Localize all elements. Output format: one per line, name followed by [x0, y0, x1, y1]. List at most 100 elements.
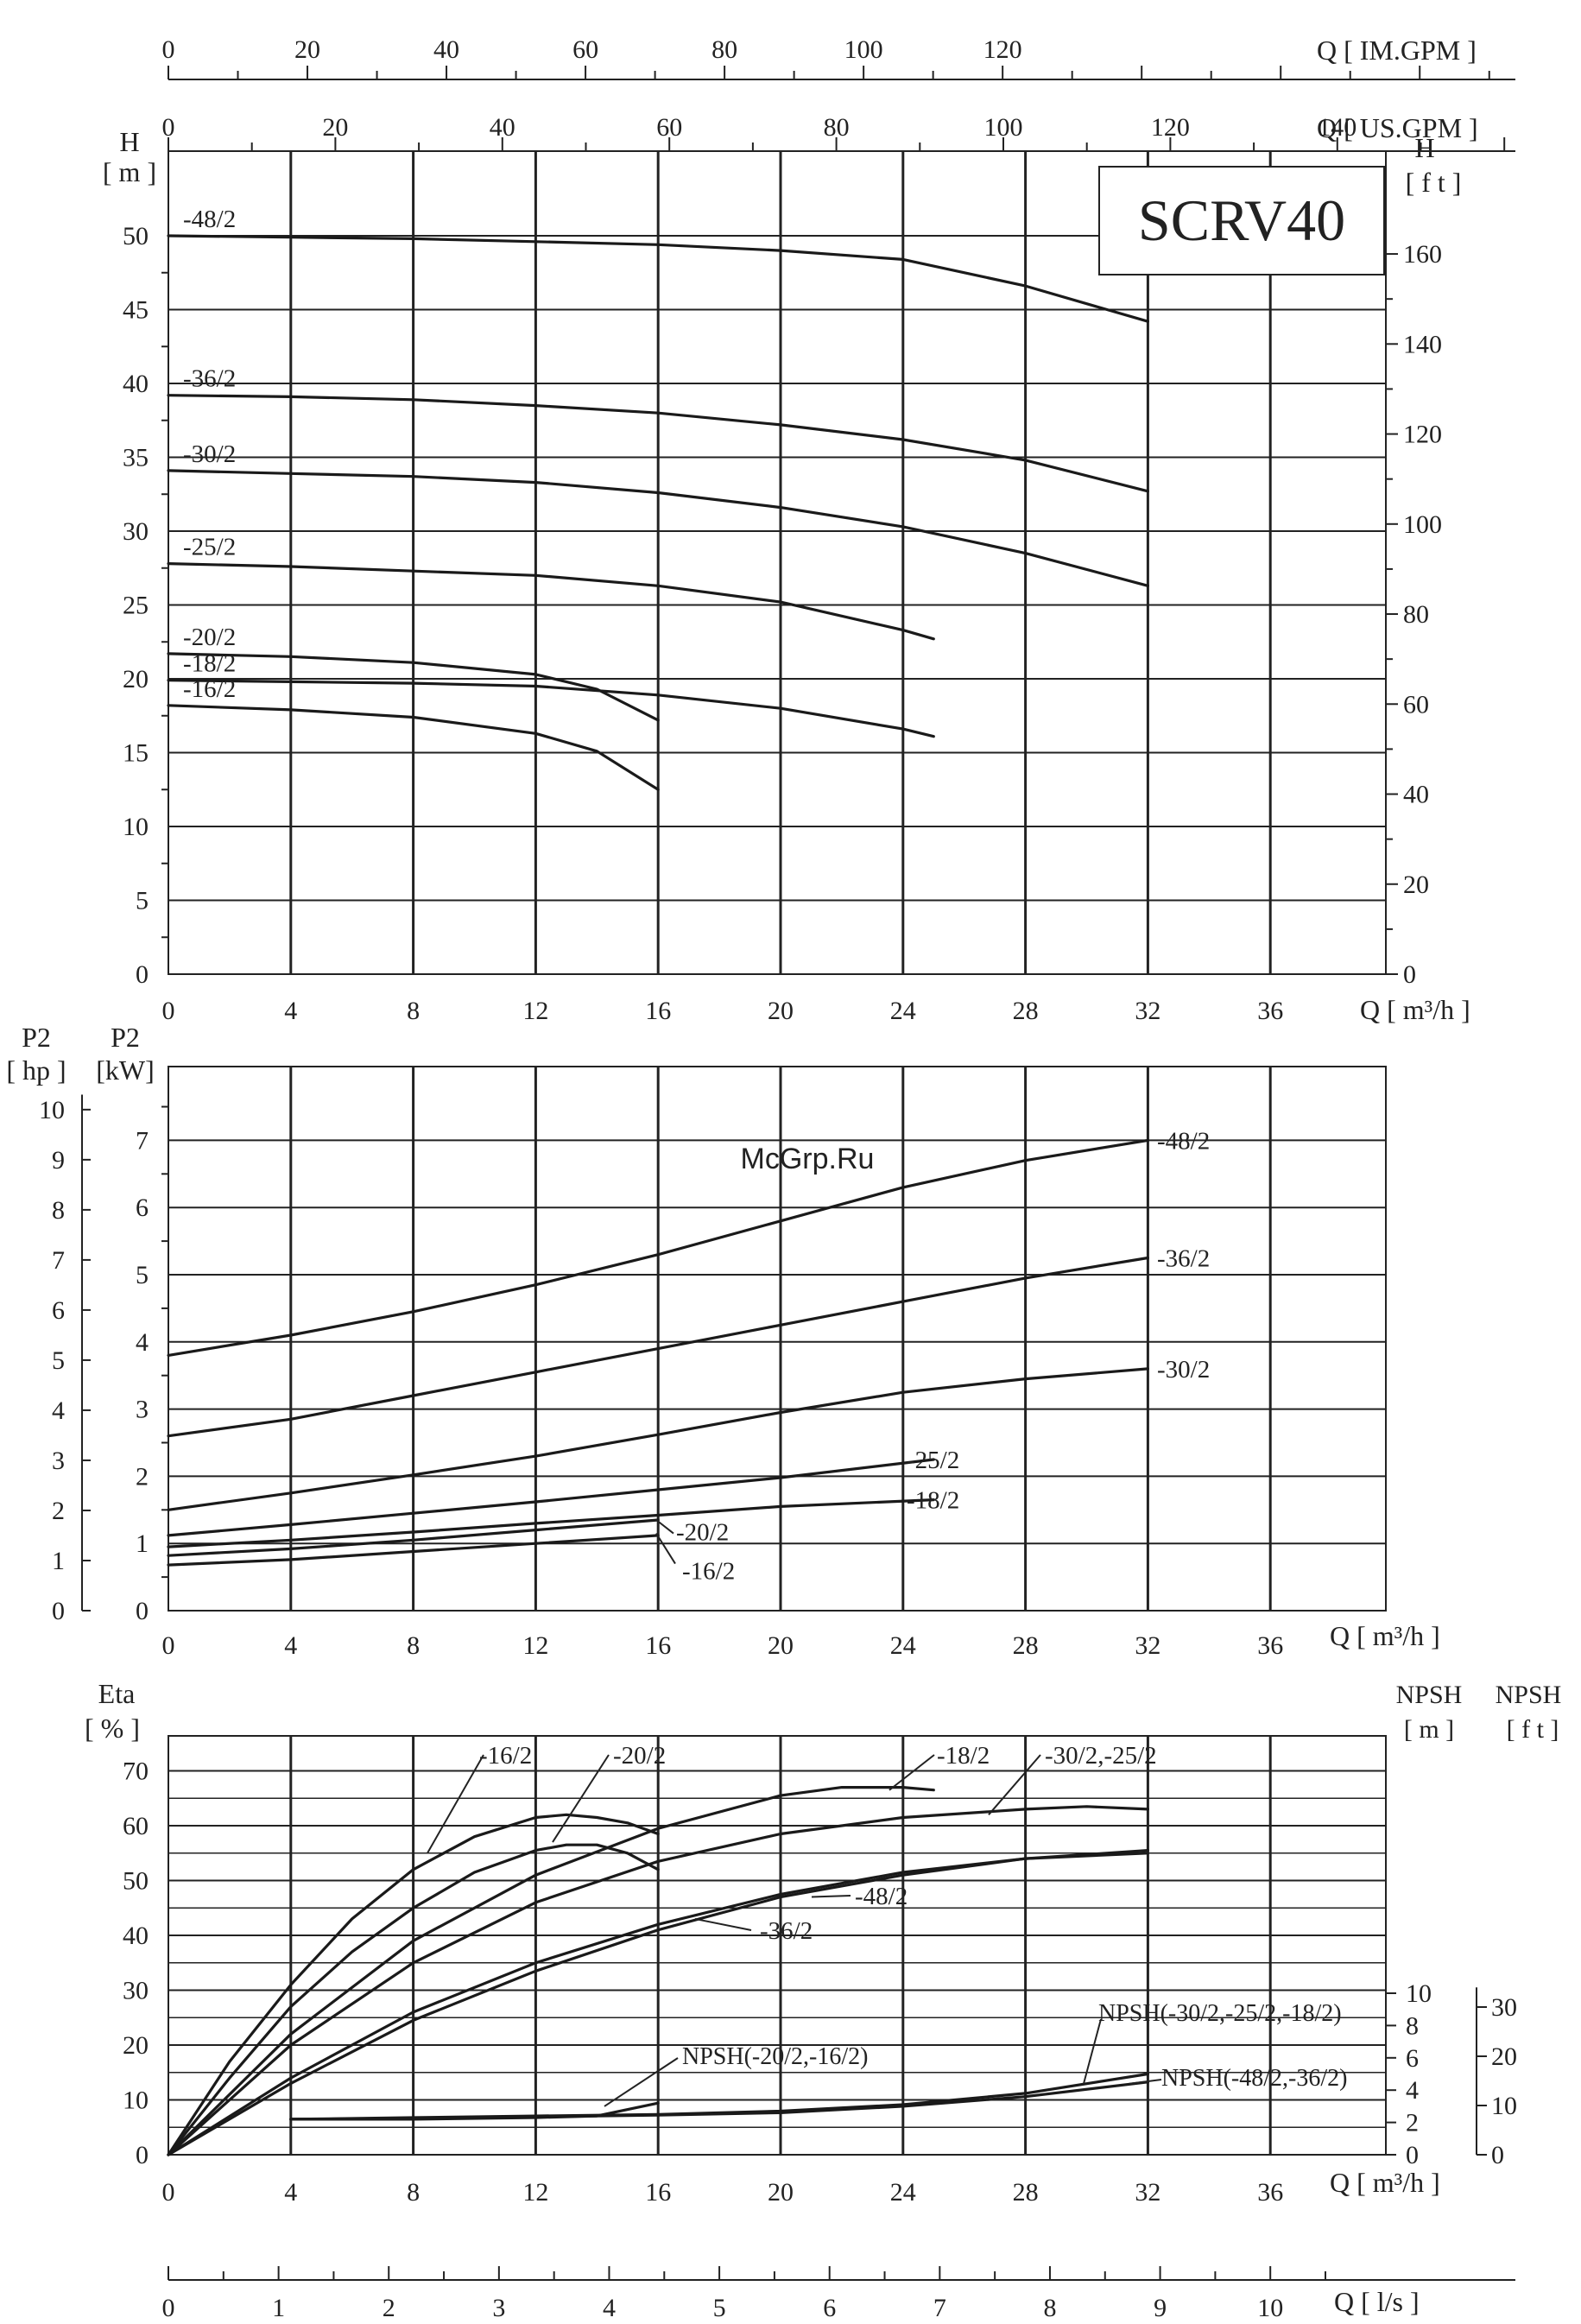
ls-tick-label: 0 [162, 2294, 175, 2322]
npsh-m-tick-label: 8 [1406, 2011, 1419, 2040]
head-curve--20-2 [167, 652, 660, 722]
npsh-curve-label: NPSH(-20/2,-16/2) [682, 2043, 868, 2070]
head-ft-axis-unit: [ f t ] [1406, 167, 1462, 198]
eta-x-tick-label: 16 [645, 2178, 671, 2207]
us-gpm-tick-label: 60 [656, 113, 682, 142]
head-x-tick-label: 28 [1013, 997, 1039, 1025]
eta-curve-label: -16/2 [479, 1742, 532, 1770]
head-y-tick-label: 45 [123, 296, 149, 325]
power-curve--16-2 [167, 1534, 660, 1567]
im-gpm-tick-label: 0 [162, 35, 175, 64]
power-curve-label: -25/2 [907, 1447, 959, 1474]
npsh-label-leader [1083, 2018, 1102, 2084]
eta-axis-title: Eta [98, 1678, 136, 1709]
head-x-tick-label: 8 [407, 997, 420, 1025]
im-gpm-axis-label: Q [ IM.GPM ] [1317, 35, 1477, 66]
head-ft-tick-label: 140 [1403, 330, 1442, 358]
head-y-tick-label: 15 [123, 739, 149, 768]
power-x-axis-label: Q [ m³/h ] [1330, 1620, 1440, 1651]
head-y-tick-label: 5 [136, 887, 149, 915]
ls-tick-label: 2 [383, 2294, 395, 2322]
head-curve--18-2 [167, 679, 935, 738]
power-x-tick-label: 24 [890, 1631, 916, 1660]
ls-tick-label: 8 [1043, 2294, 1056, 2322]
power-curve-label: -48/2 [1157, 1127, 1210, 1155]
power-curve--18-2 [167, 1498, 935, 1548]
power-hp-tick-label: 10 [39, 1096, 65, 1124]
us-gpm-tick-label: 100 [983, 113, 1022, 142]
power-curve--25-2 [167, 1458, 935, 1537]
eta-x-tick-label: 36 [1257, 2178, 1283, 2207]
power-hp-tick-label: 9 [52, 1146, 65, 1175]
npsh-m-tick-label: 6 [1406, 2044, 1419, 2073]
head-curve--16-2 [167, 704, 660, 791]
head-ft-tick-label: 0 [1403, 960, 1416, 989]
eta-y-tick-label: 10 [123, 2087, 149, 2115]
power-hp-tick-label: 8 [52, 1196, 65, 1225]
head-ft-tick-label: 40 [1403, 781, 1429, 809]
eta-y-tick-label: 30 [123, 1977, 149, 2005]
power-kw-tick-label: 5 [136, 1261, 149, 1289]
eta-x-tick-label: 4 [284, 2178, 297, 2207]
power-kw-tick-label: 0 [136, 1597, 149, 1625]
us-gpm-tick-label: 20 [322, 113, 348, 142]
eta-y-tick-label: 0 [136, 2141, 149, 2169]
us-gpm-tick-label: 120 [1151, 113, 1190, 142]
npsh-ft-axis-unit: [ f t ] [1507, 1715, 1559, 1744]
power-x-tick-label: 0 [162, 1631, 175, 1660]
power-kw-tick-label: 3 [136, 1396, 149, 1424]
head-ft-axis-title: H [1414, 132, 1434, 163]
npsh-ft-tick-label: 0 [1491, 2141, 1504, 2169]
power-x-tick-label: 12 [522, 1631, 548, 1660]
power-label-leader [655, 1519, 674, 1535]
im-gpm-tick-label: 120 [983, 35, 1022, 64]
head-curve-label: -18/2 [183, 650, 236, 678]
head-y-tick-label: 10 [123, 813, 149, 841]
eta-label-leader [427, 1754, 484, 1854]
head-x-tick-label: 12 [522, 997, 548, 1025]
power-kw-axis-unit: [kW] [96, 1054, 155, 1086]
power-curve--36-2 [167, 1256, 1149, 1438]
head-ft-tick-label: 60 [1403, 690, 1429, 719]
power-x-tick-label: 8 [407, 1631, 420, 1660]
head-y-tick-label: 20 [123, 665, 149, 693]
eta-x-tick-label: 12 [522, 2178, 548, 2207]
head-y-tick-label: 35 [123, 444, 149, 472]
head-x-tick-label: 4 [284, 997, 297, 1025]
npsh-m-tick-label: 0 [1406, 2141, 1419, 2169]
eta-plot-frame [168, 1735, 1387, 2156]
head-x-tick-label: 20 [768, 997, 794, 1025]
head-ft-tick-label: 100 [1403, 510, 1442, 539]
us-gpm-tick-label: 0 [162, 113, 175, 142]
power-hp-tick-label: 2 [52, 1497, 65, 1525]
head-curve-label: -30/2 [183, 440, 236, 468]
head-y-axis-title: H [119, 126, 139, 157]
us-gpm-tick-label: 40 [490, 113, 515, 142]
head-ft-tick-label: 20 [1403, 871, 1429, 899]
npsh-ft-tick-label: 30 [1491, 1993, 1517, 2022]
power-kw-tick-label: 2 [136, 1462, 149, 1491]
head-curve-label: -16/2 [183, 675, 236, 703]
eta-curve--30-2--25-2 [167, 1805, 1149, 2156]
eta-y-tick-label: 20 [123, 2031, 149, 2060]
power-x-tick-label: 36 [1257, 1631, 1283, 1660]
power-x-tick-label: 28 [1013, 1631, 1039, 1660]
head-curve-label: -25/2 [183, 534, 236, 561]
im-gpm-tick-label: 100 [844, 35, 883, 64]
power-plot-frame [168, 1066, 1387, 1612]
head-curve--48-2 [167, 234, 1149, 323]
npsh-ft-tick-label: 20 [1491, 2042, 1517, 2071]
eta-x-axis-label: Q [ m³/h ] [1330, 2167, 1440, 2198]
us-gpm-axis-label: Q [ US.GPM ] [1317, 112, 1478, 143]
npsh-m-axis-unit: [ m ] [1404, 1715, 1454, 1744]
eta-y-tick-label: 70 [123, 1757, 149, 1786]
head-curve-label: -48/2 [183, 206, 236, 233]
power-hp-tick-label: 5 [52, 1346, 65, 1375]
im-gpm-tick-label: 60 [572, 35, 598, 64]
power-hp-tick-label: 4 [52, 1396, 65, 1425]
eta-curve--18-2 [167, 1786, 935, 2156]
im-gpm-tick-label: 20 [294, 35, 320, 64]
power-curve-label: -16/2 [682, 1557, 735, 1585]
head-x-tick-label: 36 [1257, 997, 1283, 1025]
head-curve-label: -20/2 [183, 624, 236, 651]
